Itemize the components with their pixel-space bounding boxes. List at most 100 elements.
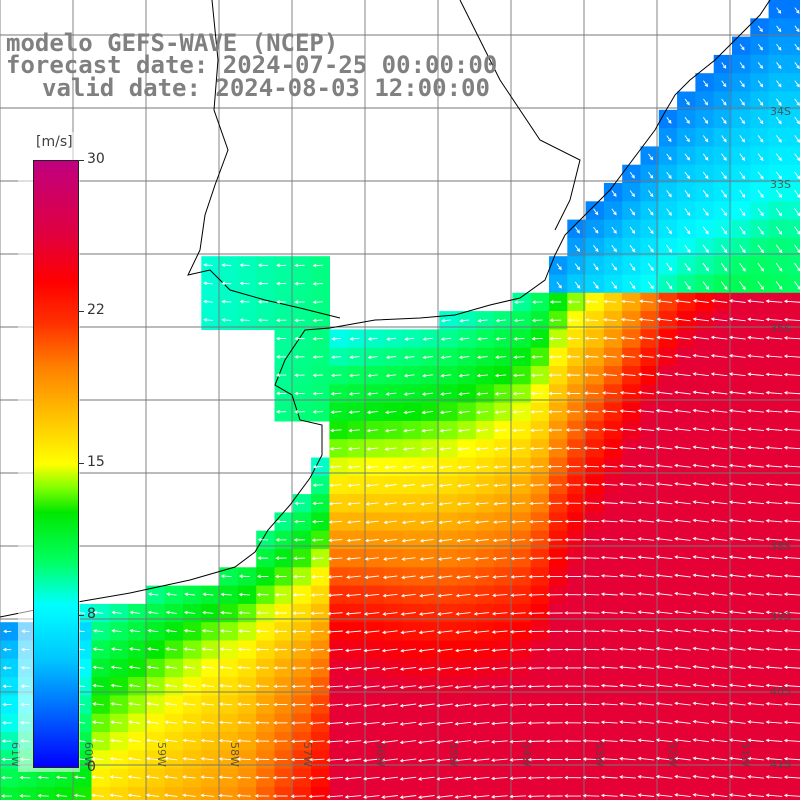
- wind-arrow: [721, 80, 727, 88]
- wind-arrow: [236, 757, 251, 761]
- wind-speed-cell: [347, 786, 367, 800]
- wind-arrow: [493, 483, 507, 488]
- wind-arrow: [294, 336, 305, 341]
- wind-arrow: [1, 739, 12, 743]
- wind-arrow: [294, 263, 305, 268]
- wind-arrow: [436, 630, 453, 635]
- wind-arrow: [674, 683, 691, 688]
- wind-arrow: [674, 793, 691, 798]
- wind-arrow: [783, 427, 800, 432]
- wind-arrow: [637, 683, 655, 688]
- wind-arrow: [294, 391, 305, 396]
- wind-arrow: [757, 135, 764, 143]
- wind-arrow: [91, 756, 104, 761]
- wind-arrow: [165, 610, 177, 615]
- wind-arrow: [692, 390, 710, 395]
- wind-arrow: [347, 502, 361, 506]
- wind-arrow: [637, 518, 655, 523]
- colorbar-tick-30: 30: [87, 151, 105, 167]
- wind-arrow: [783, 775, 800, 779]
- wind-arrow: [638, 372, 654, 377]
- wind-arrow: [602, 354, 617, 359]
- wind-arrow: [783, 592, 800, 596]
- wind-arrow: [513, 300, 525, 305]
- wind-arrow: [183, 610, 196, 615]
- wind-arrow: [257, 263, 269, 268]
- wind-arrow: [619, 738, 636, 743]
- wind-arrow: [710, 683, 728, 688]
- wind-arrow: [492, 593, 508, 598]
- wind-arrow: [619, 573, 636, 578]
- wind-arrow: [401, 538, 416, 543]
- wind-arrow: [203, 299, 214, 304]
- wind-arrow: [531, 318, 543, 323]
- wind-arrow: [294, 300, 305, 304]
- wind-arrow: [783, 756, 800, 761]
- wind-arrow: [512, 446, 526, 451]
- wind-arrow: [601, 445, 618, 450]
- wind-arrow: [611, 263, 617, 271]
- wind-arrow: [291, 684, 306, 689]
- wind-arrow: [344, 795, 362, 799]
- wind-arrow: [637, 756, 655, 761]
- wind-arrow: [312, 263, 323, 268]
- wind-arrow: [254, 739, 270, 743]
- wind-arrow: [692, 353, 710, 358]
- wind-arrow: [417, 721, 435, 726]
- wind-arrow: [529, 465, 544, 469]
- wind-arrow: [326, 758, 344, 762]
- wind-arrow: [674, 738, 691, 743]
- wind-arrow: [728, 591, 746, 596]
- wind-arrow: [584, 354, 599, 359]
- wind-arrow: [710, 555, 728, 560]
- wind-arrow: [674, 628, 691, 633]
- wind-arrow: [331, 355, 342, 360]
- wind-arrow: [220, 610, 232, 615]
- wind-arrow: [511, 483, 526, 488]
- wind-arrow: [564, 501, 581, 505]
- wind-arrow: [546, 519, 563, 524]
- wind-arrow: [493, 501, 507, 506]
- wind-arrow: [326, 794, 344, 799]
- wind-arrow: [710, 646, 728, 651]
- coastline: [0, 0, 771, 618]
- wind-arrow: [546, 556, 563, 561]
- wind-arrow: [721, 171, 727, 180]
- wind-arrow: [238, 610, 251, 615]
- wind-arrow: [327, 593, 343, 598]
- wind-arrow: [776, 62, 782, 70]
- wind-arrow: [491, 758, 508, 763]
- wind-arrow: [757, 226, 764, 235]
- wind-arrow: [757, 116, 764, 125]
- wind-speed-cell: [786, 237, 800, 257]
- wind-arrow: [728, 353, 746, 358]
- wind-arrow: [93, 629, 104, 633]
- wind-speed-cell: [786, 73, 800, 93]
- wind-arrow: [472, 758, 490, 763]
- wind-arrow: [620, 372, 636, 377]
- wind-arrow: [527, 776, 545, 780]
- wind-arrow: [710, 445, 728, 450]
- wind-arrow: [545, 757, 563, 762]
- wind-arrow: [674, 353, 691, 358]
- wind-arrow: [146, 738, 159, 743]
- wind-arrow: [757, 98, 764, 106]
- wind-arrow: [775, 281, 783, 290]
- wind-arrow: [728, 646, 746, 651]
- wind-arrow: [418, 666, 435, 671]
- wind-arrow: [601, 464, 618, 468]
- wind-arrow: [128, 665, 141, 670]
- wind-arrow: [219, 665, 233, 670]
- wind-arrow: [492, 520, 508, 524]
- wind-arrow: [582, 775, 600, 780]
- wind-arrow: [472, 703, 490, 708]
- wind-arrow: [527, 721, 545, 725]
- wind-arrow: [129, 647, 141, 651]
- wind-arrow: [457, 428, 470, 433]
- wind-arrow: [692, 719, 710, 724]
- wind-arrow: [666, 263, 673, 272]
- wind-arrow: [509, 758, 527, 762]
- wind-arrow: [747, 427, 764, 431]
- wind-arrow: [510, 593, 526, 598]
